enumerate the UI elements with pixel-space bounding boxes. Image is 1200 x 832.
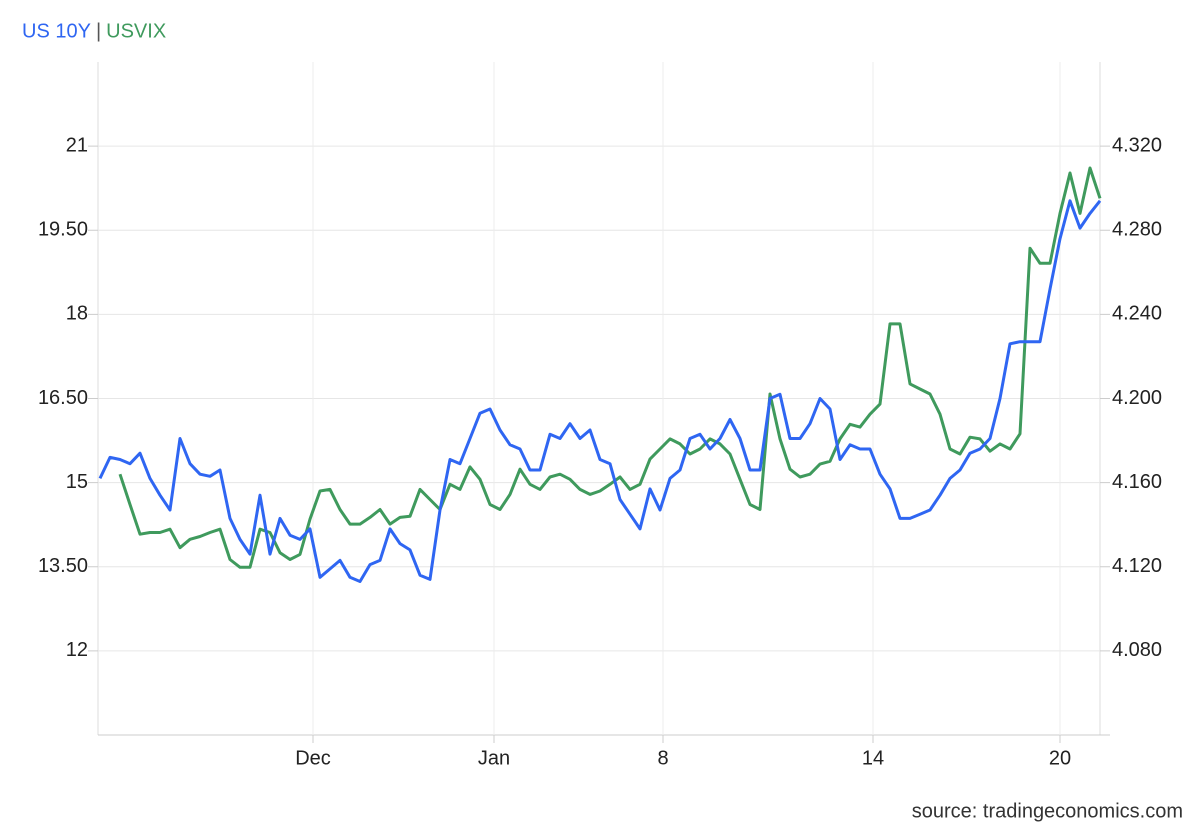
line-series (118, 166, 1102, 569)
x-tick-label: 8 (657, 747, 668, 769)
y2-tick-label: 4.280 (1112, 219, 1162, 241)
y-tick-label: 15 (66, 471, 88, 493)
y2-tick-label: 4.120 (1112, 555, 1162, 577)
legend-entry: USVIX (106, 20, 166, 42)
y2-tick-label: 4.320 (1112, 134, 1162, 156)
x-tick-label: Jan (478, 747, 510, 769)
x-tick-label: Dec (295, 747, 331, 769)
y2-tick-label: 4.240 (1112, 303, 1162, 325)
y2-tick-label: 4.160 (1112, 471, 1162, 493)
y2-tick-label: 4.200 (1112, 387, 1162, 409)
y2-tick-label: 4.080 (1112, 639, 1162, 661)
y-tick-label: 21 (66, 134, 88, 156)
y-tick-label: 16.50 (38, 387, 88, 409)
x-tick-label: 14 (862, 747, 884, 769)
source: source: tradingeconomics.com (912, 800, 1183, 822)
x-tick-label: 20 (1049, 747, 1071, 769)
y-tick-label: 19.50 (38, 219, 88, 241)
y-tick-label: 18 (66, 303, 88, 325)
y-tick-label: 13.50 (38, 555, 88, 577)
legend-entry: US 10Y (22, 20, 91, 42)
line-series (98, 199, 1102, 583)
y-tick-label: 12 (66, 639, 88, 661)
legend-separator: | (96, 20, 101, 42)
